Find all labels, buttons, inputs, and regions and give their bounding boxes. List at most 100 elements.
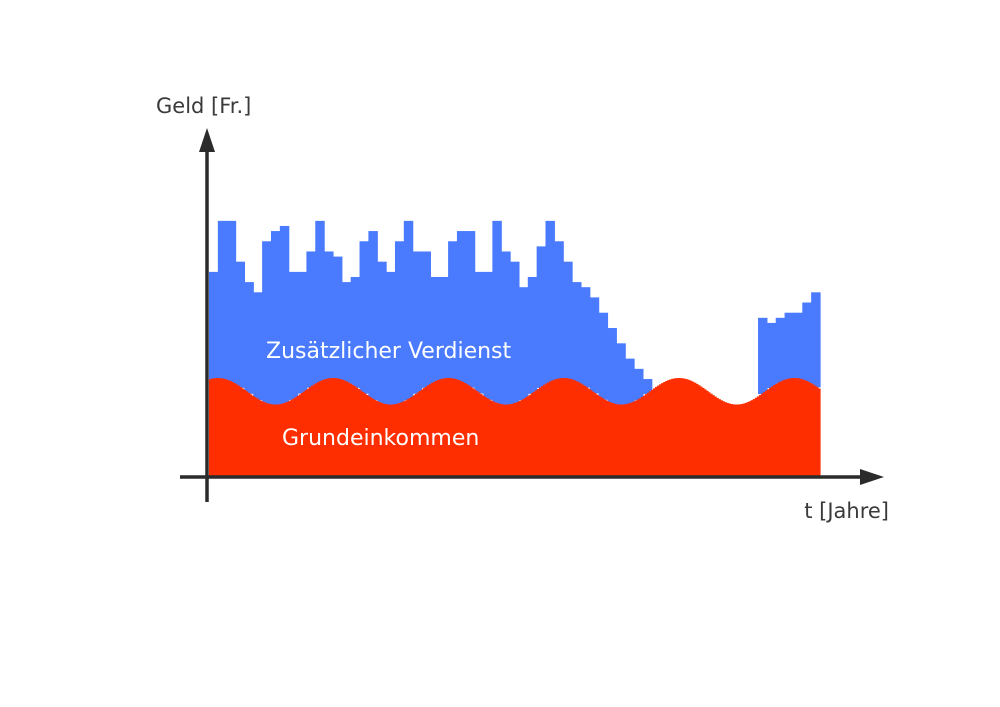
grundeinkommen-strip — [630, 402, 634, 476]
grundeinkommen-strip — [367, 396, 371, 476]
zusaetzlicher-verdienst-bar — [288, 271, 299, 400]
grundeinkommen-strip — [655, 386, 658, 476]
grundeinkommen-strip — [606, 400, 609, 476]
grundeinkommen-strip — [274, 404, 277, 476]
grundeinkommen-strip — [223, 378, 226, 476]
grundeinkommen-strip — [740, 404, 744, 476]
grundeinkommen-strip — [237, 385, 241, 476]
grundeinkommen-strip — [335, 378, 338, 476]
grundeinkommen-strip — [380, 402, 383, 476]
grundeinkommen-strip — [233, 383, 237, 476]
grundeinkommen-strip — [510, 403, 514, 476]
grundeinkommen-strip — [443, 378, 446, 476]
y-axis-arrow-icon — [199, 128, 215, 152]
grundeinkommen-strip — [742, 403, 746, 476]
zusaetzlicher-verdienst-bar — [253, 292, 263, 401]
grundeinkommen-strip — [213, 378, 216, 476]
grundeinkommen-strip — [730, 404, 734, 476]
zusaetzlicher-verdienst-bar — [394, 241, 405, 406]
zusaetzlicher-verdienst-bar — [554, 241, 564, 383]
grundeinkommen-strip — [736, 404, 740, 476]
grundeinkommen-strip — [353, 386, 357, 476]
grundeinkommen-strip — [728, 403, 731, 476]
grundeinkommen-strip — [371, 398, 375, 476]
grundeinkommen-strip — [492, 401, 495, 476]
grundeinkommen-strip — [302, 391, 306, 476]
grundeinkommen-strip — [610, 402, 613, 476]
grundeinkommen-strip — [376, 401, 379, 476]
zusaetzlicher-verdienst-bar — [634, 368, 644, 401]
grundeinkommen-strip — [435, 380, 438, 476]
grundeinkommen-strip — [420, 389, 424, 476]
grundeinkommen-strip — [703, 389, 707, 476]
grundeinkommen-strip — [314, 383, 318, 476]
zusaetzlicher-verdienst-bar — [279, 225, 290, 406]
grundeinkommen-strip — [712, 395, 715, 476]
grundeinkommen-strip — [785, 379, 789, 476]
grundeinkommen-strip — [791, 378, 795, 476]
grundeinkommen-strip — [284, 402, 287, 476]
zusaetzlicher-verdienst-bar — [598, 312, 609, 400]
grundeinkommen-strip — [773, 385, 776, 476]
grundeinkommen-strip — [536, 388, 540, 476]
grundeinkommen-strip — [243, 389, 247, 476]
grundeinkommen-strip — [642, 395, 646, 476]
grundeinkommen-strip — [787, 378, 791, 476]
grundeinkommen-strip — [765, 390, 768, 476]
grundeinkommen-strip — [304, 390, 308, 476]
grundeinkommen-strip — [691, 381, 695, 476]
grundeinkommen-strip — [534, 390, 538, 476]
grundeinkommen-strip — [618, 404, 622, 476]
grundeinkommen-strip — [803, 380, 807, 476]
grundeinkommen-strip — [331, 378, 334, 476]
grundeinkommen-strip — [306, 388, 310, 476]
grundeinkommen-strip — [310, 385, 314, 476]
grundeinkommen-strip — [215, 378, 218, 476]
grundeinkommen-strip — [793, 378, 797, 476]
grundeinkommen-strip — [508, 404, 512, 476]
zusaetzlicher-verdienst-bar — [465, 231, 476, 388]
grundeinkommen-strip — [270, 404, 273, 476]
grundeinkommen-strip — [593, 393, 597, 476]
grundeinkommen-strip — [563, 378, 567, 476]
grundeinkommen-strip — [318, 381, 322, 476]
grundeinkommen-strip — [744, 402, 748, 476]
grundeinkommen-strip — [565, 378, 569, 476]
grundeinkommen-strip — [286, 401, 290, 476]
grundeinkommen-strip — [253, 397, 257, 476]
grundeinkommen-strip — [549, 381, 552, 476]
grundeinkommen-strip — [813, 385, 817, 476]
grundeinkommen-strip — [738, 404, 742, 476]
grundeinkommen-strip — [581, 384, 585, 476]
grundeinkommen-strip — [231, 382, 235, 476]
grundeinkommen-strip — [746, 402, 750, 476]
grundeinkommen-strip — [316, 382, 320, 476]
zusaetzlicher-verdienst-bar — [775, 317, 786, 384]
grundeinkommen-strip — [483, 396, 487, 476]
grundeinkommen-strip — [516, 401, 520, 476]
grundeinkommen-strip — [538, 387, 542, 476]
grundeinkommen-strip — [567, 378, 571, 476]
zusaetzlicher-verdienst-bar — [483, 271, 493, 400]
grundeinkommen-strip — [498, 403, 501, 476]
grundeinkommen-strip — [540, 386, 544, 476]
grundeinkommen-strip — [400, 402, 404, 476]
grundeinkommen-strip — [689, 380, 693, 476]
grundeinkommen-strip — [272, 404, 275, 476]
grundeinkommen-strip — [473, 389, 477, 476]
grundeinkommen-strip — [433, 381, 436, 476]
zusaetzlicher-verdienst-bar — [563, 261, 573, 383]
grundeinkommen-strip — [441, 378, 444, 476]
grundeinkommen-strip — [571, 379, 575, 476]
grundeinkommen-strip — [359, 390, 363, 476]
zusaetzlicher-verdienst-bar — [456, 231, 467, 384]
grundeinkommen-strip — [602, 398, 605, 476]
grundeinkommen-strip — [402, 401, 406, 476]
grundeinkommen-strip — [396, 403, 400, 476]
grundeinkommen-strip — [577, 382, 581, 476]
grundeinkommen-strip — [406, 399, 410, 476]
grundeinkommen-strip — [815, 387, 819, 476]
grundeinkommen-strip — [714, 396, 717, 476]
grundeinkommen-strip — [648, 391, 652, 476]
grundeinkommen-strip — [239, 387, 243, 476]
